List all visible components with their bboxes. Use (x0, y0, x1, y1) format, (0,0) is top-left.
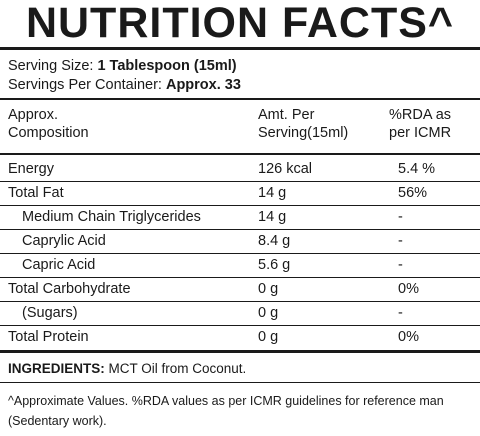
row-amount: 14 g (258, 209, 287, 225)
ingredients-rule (0, 382, 480, 383)
row-divider (0, 277, 480, 278)
row-amount: 14 g (258, 185, 287, 201)
row-divider (0, 181, 480, 182)
row-name: Capric Acid (22, 257, 96, 273)
row-name: Total Fat (8, 185, 64, 201)
ingredients-label: INGREDIENTS: (8, 361, 109, 376)
table-row: Total Fat 14 g 56% (0, 181, 480, 205)
footnote: ^Approximate Values. %RDA values as per … (8, 394, 444, 428)
row-amount: 0 g (258, 281, 279, 297)
row-divider (0, 325, 480, 326)
column-header-amount: Amt. Per Serving(15ml) (258, 107, 349, 141)
table-row: Energy 126 kcal 5.4 % (0, 157, 480, 181)
table-row: Total Protein 0 g 0% (0, 325, 480, 349)
serving-size-label: Serving Size: (8, 58, 98, 74)
row-amount: 0 g (258, 329, 279, 345)
serving-rule (0, 98, 480, 100)
table-row: Medium Chain Triglycerides 14 g - (0, 205, 480, 229)
servings-per-container-value: Approx. 33 (165, 77, 241, 93)
row-name: Energy (8, 161, 54, 177)
ingredients-value: MCT Oil from Coconut. (108, 361, 247, 376)
servings-per-container-line: Servings Per Container: Approx. 33 (8, 77, 241, 93)
row-rda: 5.4 % (398, 161, 436, 177)
table-row: Total Carbohydrate 0 g 0% (0, 277, 480, 301)
column-header-composition: Approx. Composition (8, 107, 89, 141)
ingredients-line: INGREDIENTS: MCT Oil from Coconut. (8, 361, 246, 376)
row-amount: 0 g (258, 305, 279, 321)
title-rule (0, 47, 480, 50)
serving-size-line: Serving Size: 1 Tablespoon (15ml) (8, 58, 237, 74)
servings-per-container-label: Servings Per Container: (8, 77, 166, 93)
row-name: Caprylic Acid (22, 233, 106, 249)
table-row: Capric Acid 5.6 g - (0, 253, 480, 277)
row-amount: 5.6 g (258, 257, 291, 273)
row-name: (Sugars) (22, 305, 78, 321)
table-bottom-rule (0, 350, 480, 353)
row-divider (0, 301, 480, 302)
row-divider (0, 205, 480, 206)
nutrition-facts-title: NUTRITION FACTS^ (25, 0, 455, 47)
row-divider (0, 253, 480, 254)
row-rda: - (398, 257, 403, 273)
row-amount: 8.4 g (258, 233, 291, 249)
serving-size-value: 1 Tablespoon (15ml) (97, 58, 237, 74)
row-rda: - (398, 305, 403, 321)
row-name: Medium Chain Triglycerides (22, 209, 201, 225)
row-amount: 126 kcal (258, 161, 313, 177)
row-name: Total Protein (8, 329, 89, 345)
row-divider (0, 229, 480, 230)
row-name: Total Carbohydrate (8, 281, 131, 297)
row-rda: - (398, 209, 403, 225)
column-header-rda: %RDA as per ICMR (389, 107, 452, 141)
row-rda: 0% (398, 329, 419, 345)
row-rda: - (398, 233, 403, 249)
table-row: (Sugars) 0 g - (0, 301, 480, 325)
row-rda: 0% (398, 281, 419, 297)
header-rule (0, 153, 480, 155)
row-rda: 56% (398, 185, 428, 201)
table-row: Caprylic Acid 8.4 g - (0, 229, 480, 253)
